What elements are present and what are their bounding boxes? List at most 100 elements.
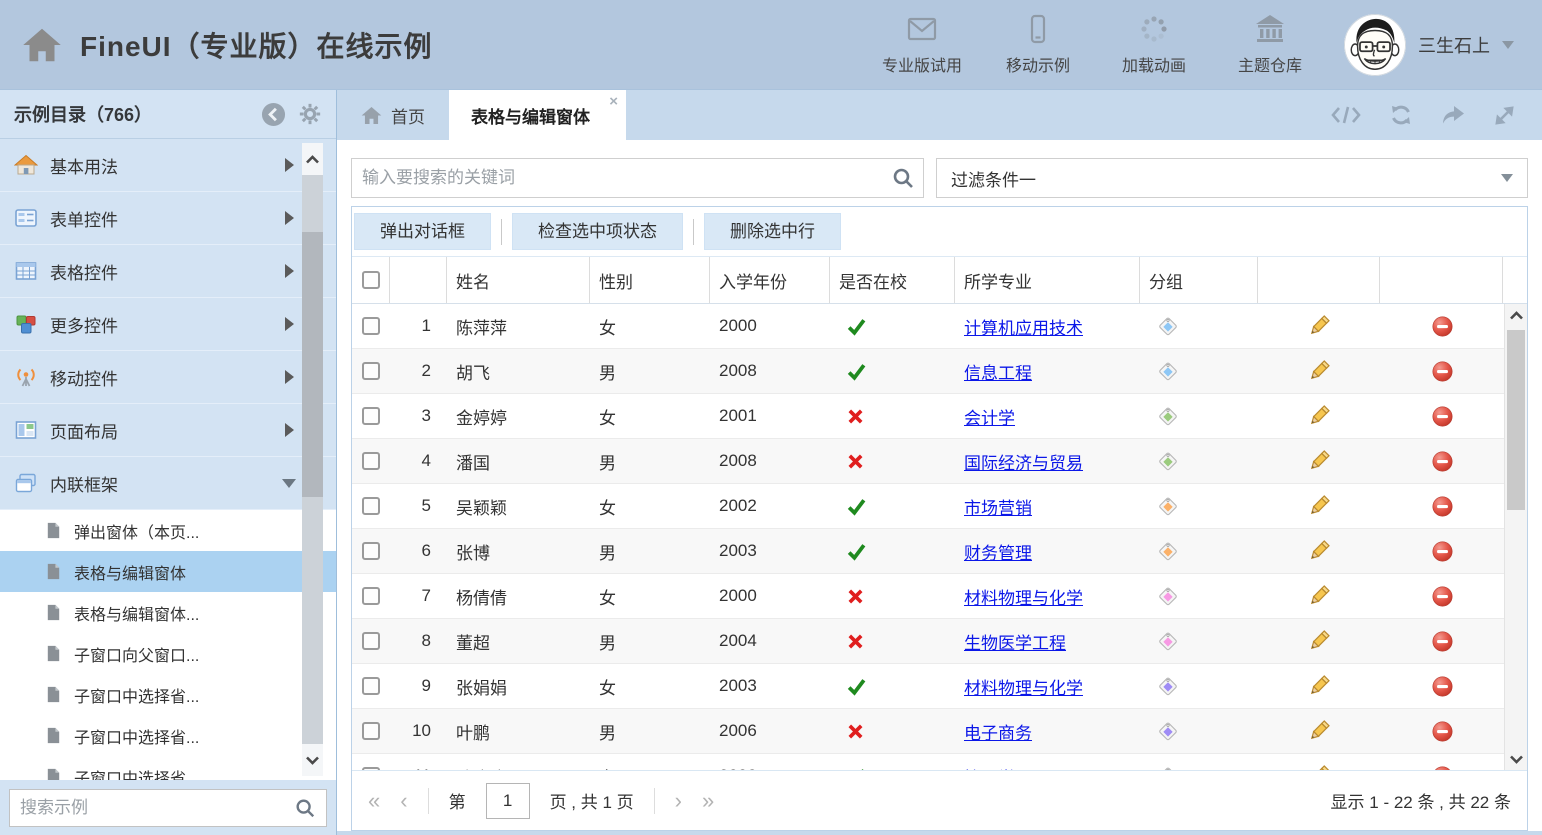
delete-button[interactable] <box>1380 586 1504 607</box>
row-checkbox[interactable] <box>352 317 390 335</box>
sidebar-search <box>9 788 327 827</box>
next-page-button[interactable]: › <box>674 787 682 813</box>
toolbar-button-弹出对话框[interactable]: 弹出对话框 <box>354 213 491 250</box>
header-action-主题仓库[interactable]: 主题仓库 <box>1222 13 1318 76</box>
row-checkbox[interactable] <box>352 362 390 380</box>
delete-button[interactable] <box>1380 721 1504 742</box>
delete-button[interactable] <box>1380 361 1504 382</box>
sidebar-search-input[interactable] <box>20 797 294 818</box>
major-link[interactable]: 生物医学工程 <box>964 633 1066 653</box>
edit-button[interactable] <box>1258 719 1380 743</box>
share-icon[interactable] <box>1440 104 1466 126</box>
edit-button[interactable] <box>1258 449 1380 473</box>
sidebar-group-内联框架[interactable]: 内联框架 <box>0 457 336 510</box>
tab-home[interactable]: 首页 <box>337 90 449 140</box>
delete-button[interactable] <box>1380 316 1504 337</box>
edit-button[interactable] <box>1258 674 1380 698</box>
edit-button[interactable] <box>1258 629 1380 653</box>
header-action-加载动画[interactable]: 加载动画 <box>1106 13 1202 76</box>
keyword-search-input[interactable] <box>362 168 891 188</box>
edit-button[interactable] <box>1258 764 1380 770</box>
row-checkbox[interactable] <box>352 677 390 695</box>
tag-icon <box>1140 540 1258 562</box>
major-link[interactable]: 信息工程 <box>964 363 1032 383</box>
header-action-专业版试用[interactable]: 专业版试用 <box>874 13 970 76</box>
collapse-sidebar-button[interactable] <box>261 102 286 127</box>
search-icon[interactable] <box>891 166 915 190</box>
delete-button[interactable] <box>1380 766 1504 770</box>
major-link[interactable]: 管理学 <box>964 769 1015 771</box>
major-link[interactable]: 财务管理 <box>964 543 1032 563</box>
cell-name: 金婷婷 <box>456 408 507 428</box>
row-checkbox[interactable] <box>352 632 390 650</box>
sidebar-group-页面布局[interactable]: 页面布局 <box>0 404 336 457</box>
major-link[interactable]: 电子商务 <box>964 723 1032 743</box>
scroll-down-icon[interactable] <box>302 744 323 776</box>
refresh-icon[interactable] <box>1389 103 1413 127</box>
edit-button[interactable] <box>1258 494 1380 518</box>
major-link[interactable]: 会计学 <box>964 408 1015 428</box>
delete-button[interactable] <box>1380 676 1504 697</box>
scrollbar-thumb[interactable] <box>302 231 323 498</box>
major-link[interactable]: 计算机应用技术 <box>964 318 1083 338</box>
sidebar-item-子窗口中选择省...[interactable]: 子窗口中选择省... <box>0 715 336 756</box>
edit-button[interactable] <box>1258 584 1380 608</box>
grid-scrollbar[interactable] <box>1504 304 1527 770</box>
sidebar-item-子窗口中选择省...[interactable]: 子窗口中选择省... <box>0 674 336 715</box>
row-checkbox[interactable] <box>352 722 390 740</box>
edit-button[interactable] <box>1258 539 1380 563</box>
header-action-移动示例[interactable]: 移动示例 <box>990 13 1086 76</box>
toolbar-button-删除选中行[interactable]: 删除选中行 <box>704 213 841 250</box>
page-icon <box>44 726 63 745</box>
table-row: 3 金婷婷 女 2001 会计学 <box>352 394 1504 439</box>
delete-button[interactable] <box>1380 406 1504 427</box>
search-icon[interactable] <box>294 797 316 819</box>
sidebar-item-表格与编辑窗体[interactable]: 表格与编辑窗体 <box>0 551 336 592</box>
first-page-button[interactable]: « <box>368 787 381 813</box>
gear-icon[interactable] <box>298 102 322 126</box>
scroll-down-icon[interactable] <box>1505 748 1527 770</box>
sidebar-group-更多控件[interactable]: 更多控件 <box>0 298 336 351</box>
major-link[interactable]: 材料物理与化学 <box>964 588 1083 608</box>
prev-page-button[interactable]: ‹ <box>400 787 408 813</box>
code-icon[interactable] <box>1330 104 1362 126</box>
edit-button[interactable] <box>1258 314 1380 338</box>
scroll-up-icon[interactable] <box>1505 304 1527 326</box>
scroll-up-icon[interactable] <box>302 143 323 175</box>
close-icon[interactable]: × <box>609 93 618 110</box>
delete-button[interactable] <box>1380 451 1504 472</box>
sidebar-group-基本用法[interactable]: 基本用法 <box>0 139 336 192</box>
edit-button[interactable] <box>1258 404 1380 428</box>
last-page-button[interactable]: » <box>701 787 715 813</box>
sidebar-group-表格控件[interactable]: 表格控件 <box>0 245 336 298</box>
sidebar-item-弹出窗体（本页...[interactable]: 弹出窗体（本页... <box>0 510 336 551</box>
row-checkbox[interactable] <box>352 497 390 515</box>
sidebar-item-子窗口中选择省[interactable]: 子窗口中选择省 <box>0 756 336 780</box>
avatar[interactable] <box>1344 13 1406 76</box>
sidebar-item-表格与编辑窗体...[interactable]: 表格与编辑窗体... <box>0 592 336 633</box>
row-checkbox[interactable] <box>352 767 390 770</box>
major-link[interactable]: 材料物理与化学 <box>964 678 1083 698</box>
row-checkbox[interactable] <box>352 587 390 605</box>
page-number-input[interactable] <box>485 782 530 819</box>
delete-button[interactable] <box>1380 541 1504 562</box>
select-all-checkbox[interactable] <box>352 257 390 303</box>
sidebar-group-表单控件[interactable]: 表单控件 <box>0 192 336 245</box>
filter-dropdown[interactable]: 过滤条件一 <box>936 158 1528 198</box>
expand-icon[interactable] <box>1493 104 1516 127</box>
row-checkbox[interactable] <box>352 452 390 470</box>
sidebar-group-移动控件[interactable]: 移动控件 <box>0 351 336 404</box>
sidebar-scrollbar[interactable] <box>302 143 323 776</box>
toolbar-button-检查选中项状态[interactable]: 检查选中项状态 <box>512 213 683 250</box>
user-menu[interactable]: 三生石上 <box>1344 13 1514 76</box>
major-link[interactable]: 国际经济与贸易 <box>964 453 1083 473</box>
major-link[interactable]: 市场营销 <box>964 498 1032 518</box>
delete-button[interactable] <box>1380 496 1504 517</box>
delete-button[interactable] <box>1380 631 1504 652</box>
sidebar-item-子窗口向父窗口...[interactable]: 子窗口向父窗口... <box>0 633 336 674</box>
row-checkbox[interactable] <box>352 542 390 560</box>
row-checkbox[interactable] <box>352 407 390 425</box>
tab-grid-edit-window[interactable]: 表格与编辑窗体 × <box>449 90 626 140</box>
scrollbar-thumb[interactable] <box>1507 330 1525 510</box>
edit-button[interactable] <box>1258 359 1380 383</box>
